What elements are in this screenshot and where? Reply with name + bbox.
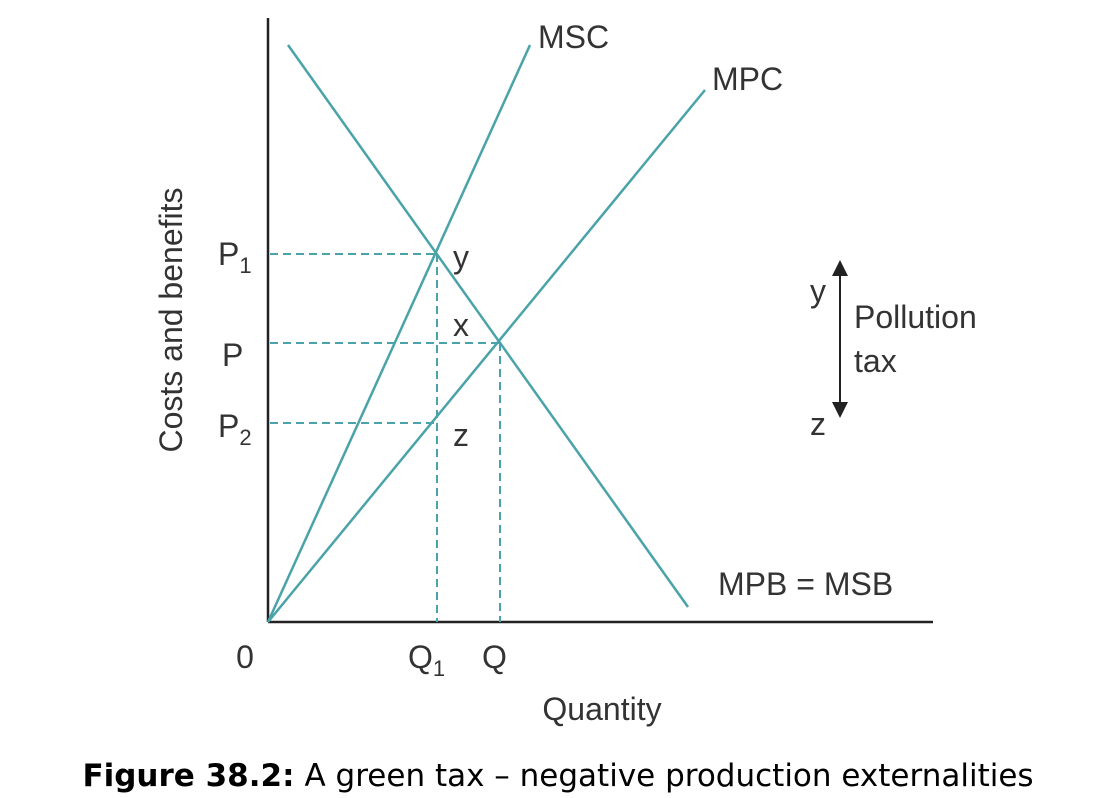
price-label: P2 xyxy=(218,408,252,450)
curve-label: MSC xyxy=(538,19,609,55)
demand-curve xyxy=(286,44,690,608)
quantity-label: Q xyxy=(482,639,507,675)
price-label: P1 xyxy=(218,236,252,278)
point-label: y xyxy=(453,239,469,275)
quantity-label: Q1 xyxy=(408,639,445,681)
tax-label: z xyxy=(810,406,826,442)
tax-label: tax xyxy=(854,343,897,379)
point-label: z xyxy=(453,417,469,453)
curve-label: MPB = MSB xyxy=(718,566,893,602)
curve-label: MPC xyxy=(712,61,783,97)
point-label: x xyxy=(453,307,469,343)
tax-label: y xyxy=(810,273,826,309)
tax-label: Pollution xyxy=(854,299,977,335)
y-axis-label: Costs and benefits xyxy=(153,187,189,452)
msc-curve xyxy=(266,44,532,623)
price-label: P xyxy=(222,337,243,373)
caption: Figure 38.2: A green tax – negative produ… xyxy=(82,758,1033,794)
origin-label: 0 xyxy=(236,639,254,675)
x-axis-label: Quantity xyxy=(542,691,661,727)
mpc-curve xyxy=(267,89,706,623)
